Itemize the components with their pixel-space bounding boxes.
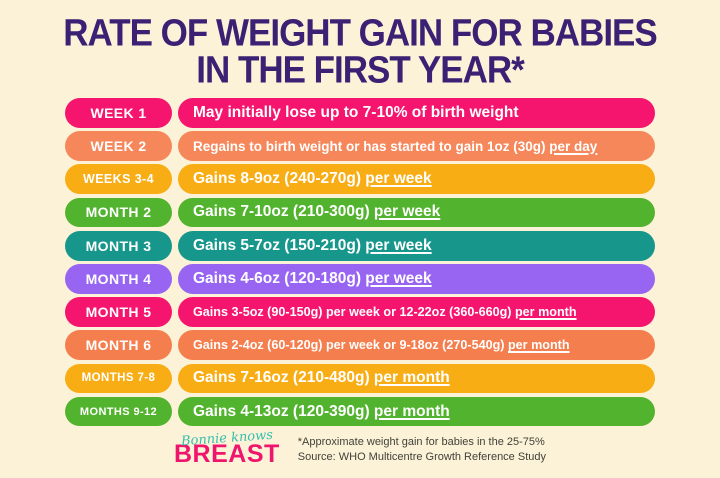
row-label: WEEKS 3-4 <box>83 172 154 187</box>
row-description-pill: Gains 4-6oz (120-180g) per week <box>178 263 655 294</box>
row-description-underlined: per month <box>373 402 450 420</box>
row-description: May initially lose up to 7-10% of birth … <box>193 104 519 122</box>
brand-logo-wordmark: BREAST <box>173 440 280 469</box>
footnote: *Approximate weight gain for babies in t… <box>298 435 546 467</box>
row-description-pill: Gains 2-4oz (60-120g) per week or 9-18oz… <box>178 330 655 361</box>
row-description-underlined: per week <box>365 170 432 188</box>
weight-gain-table: WEEK 1 May initially lose up to 7-10% of … <box>0 87 720 427</box>
timeline-row: MONTHS 7-8 Gains 7-16oz (210-480g) per mo… <box>65 363 655 394</box>
row-label: MONTH 2 <box>85 204 152 221</box>
row-description: Gains 8-9oz (240-270g) per week <box>193 170 432 188</box>
timeline-row: WEEKS 3-4 Gains 8-9oz (240-270g) per week <box>65 164 655 195</box>
timeline-row: MONTH 6 Gains 2-4oz (60-120g) per week or… <box>65 330 655 361</box>
footnote-line-2: Source: WHO Multicentre Growth Reference… <box>297 451 546 464</box>
row-description-underlined: per day <box>549 138 598 154</box>
row-description-underlined: per week <box>373 203 441 221</box>
row-label-pill: MONTH 5 <box>65 297 172 327</box>
row-description-text: Regains to birth weight or has started t… <box>193 138 550 154</box>
row-description-text: Gains 8-9oz (240-270g) <box>193 170 366 188</box>
timeline-row: WEEK 2 Regains to birth weight or has sta… <box>65 131 655 161</box>
row-description-text: Gains 7-16oz (210-480g) <box>193 369 374 387</box>
row-description-text: Gains 5-7oz (150-210g) <box>193 236 366 254</box>
row-label-pill: MONTH 3 <box>65 230 172 261</box>
row-label: MONTH 3 <box>85 237 152 254</box>
row-label-pill: MONTH 6 <box>65 330 172 361</box>
footnote-line-1: *Approximate weight gain for babies in t… <box>297 435 545 448</box>
timeline-row: MONTH 4 Gains 4-6oz (120-180g) per week <box>65 263 655 294</box>
row-label: MONTHS 7-8 <box>81 372 156 385</box>
row-label: WEEK 1 <box>90 104 147 121</box>
row-description-text: Gains 4-13oz (120-390g) <box>193 402 374 420</box>
row-description-pill: Gains 7-10oz (210-300g) per week <box>178 197 655 228</box>
row-label: MONTH 5 <box>85 304 152 321</box>
row-description: Gains 7-16oz (210-480g) per month <box>193 369 450 387</box>
row-description: Gains 5-7oz (150-210g) per week <box>193 237 432 255</box>
row-description-pill: Gains 5-7oz (150-210g) per week <box>178 230 655 261</box>
row-description-underlined: per month <box>373 369 450 387</box>
row-description: Gains 3-5oz (90-150g) per week or 12-22o… <box>193 305 577 319</box>
row-description-pill: Gains 4-13oz (120-390g) per month <box>178 396 655 427</box>
row-label-pill: MONTH 2 <box>65 197 172 228</box>
row-label-pill: WEEKS 3-4 <box>65 164 172 195</box>
row-description-pill: May initially lose up to 7-10% of birth … <box>178 98 655 128</box>
row-description-pill: Gains 7-16oz (210-480g) per month <box>178 363 655 394</box>
row-label-pill: MONTH 4 <box>65 263 172 294</box>
row-description-underlined: per month <box>514 305 577 320</box>
row-description-underlined: per week <box>365 269 432 287</box>
row-description: Gains 2-4oz (60-120g) per week or 9-18oz… <box>193 338 570 352</box>
row-label-pill: WEEK 1 <box>65 98 172 128</box>
row-description-pill: Regains to birth weight or has started t… <box>178 131 655 161</box>
row-description-text: May initially lose up to 7-10% of birth … <box>193 103 519 121</box>
timeline-row: MONTH 2 Gains 7-10oz (210-300g) per week <box>65 197 655 228</box>
page-title: RATE OF WEIGHT GAIN FOR BABIES IN THE FI… <box>0 0 720 92</box>
footer: Bonnie knows BREAST *Approximate weight … <box>0 428 720 469</box>
timeline-row: MONTHS 9-12 Gains 4-13oz (120-390g) per m… <box>65 396 655 427</box>
row-label: WEEK 2 <box>90 138 147 155</box>
row-description-text: Gains 7-10oz (210-300g) <box>193 203 374 221</box>
row-label: MONTHS 9-12 <box>79 405 158 418</box>
brand-logo: Bonnie knows BREAST <box>173 428 280 469</box>
row-description-pill: Gains 3-5oz (90-150g) per week or 12-22o… <box>178 297 655 327</box>
row-description-underlined: per week <box>365 236 432 254</box>
row-label: MONTH 6 <box>85 337 152 354</box>
row-label: MONTH 4 <box>85 270 152 287</box>
timeline-row: MONTH 3 Gains 5-7oz (150-210g) per week <box>65 230 655 261</box>
row-label-pill: MONTHS 7-8 <box>65 363 172 394</box>
row-description-text: Gains 4-6oz (120-180g) <box>193 269 366 287</box>
title-line-1: RATE OF WEIGHT GAIN FOR BABIES <box>63 11 658 55</box>
timeline-row: MONTH 5 Gains 3-5oz (90-150g) per week or… <box>65 297 655 327</box>
row-description: Gains 4-6oz (120-180g) per week <box>193 270 432 288</box>
row-description-text: Gains 3-5oz (90-150g) per week or 12-22o… <box>193 305 515 320</box>
row-description-underlined: per month <box>507 338 570 353</box>
row-description: Gains 7-10oz (210-300g) per week <box>193 203 440 221</box>
row-description: Gains 4-13oz (120-390g) per month <box>193 403 450 421</box>
row-label-pill: MONTHS 9-12 <box>65 396 172 427</box>
title-line-2: IN THE FIRST YEAR* <box>196 48 525 92</box>
row-description-text: Gains 2-4oz (60-120g) per week or 9-18oz… <box>193 338 508 353</box>
row-label-pill: WEEK 2 <box>65 131 172 161</box>
timeline-row: WEEK 1 May initially lose up to 7-10% of … <box>65 98 655 128</box>
row-description-pill: Gains 8-9oz (240-270g) per week <box>178 164 655 195</box>
row-description: Regains to birth weight or has started t… <box>193 139 597 154</box>
